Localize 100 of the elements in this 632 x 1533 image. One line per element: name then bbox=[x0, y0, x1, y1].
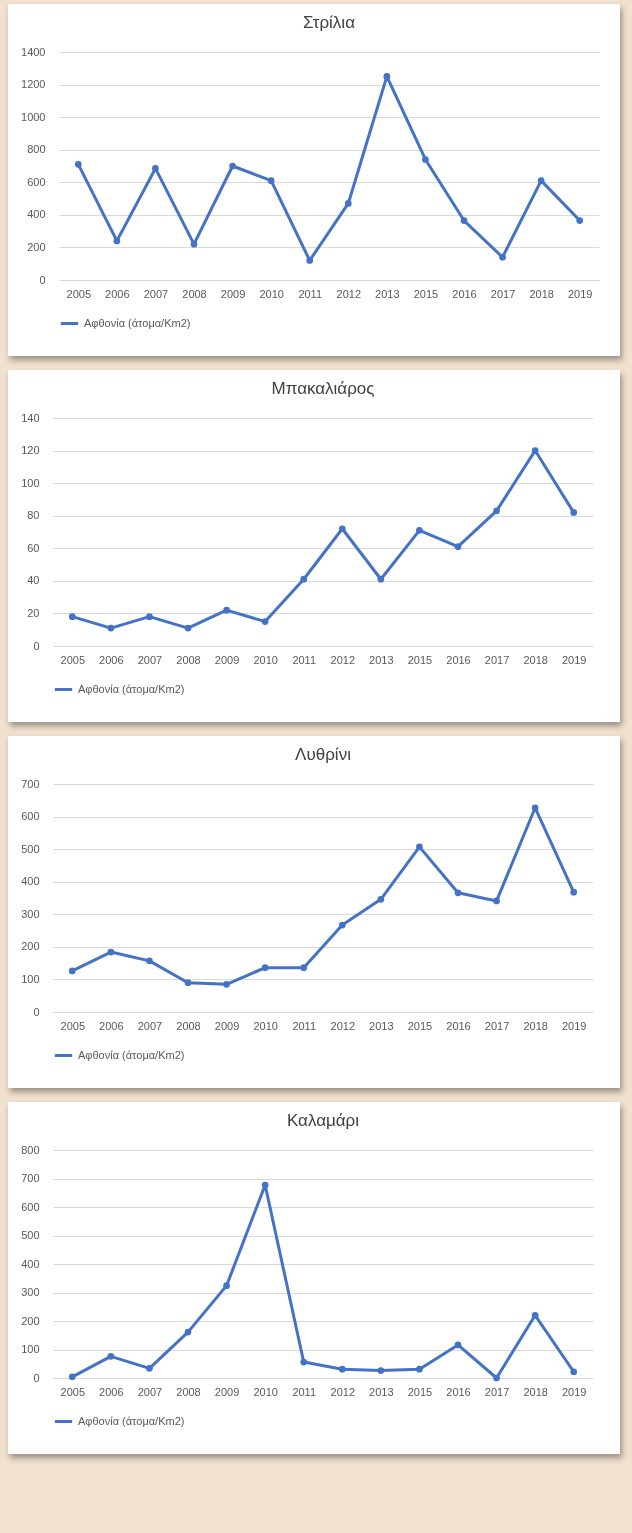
y-tick-label: 120 bbox=[21, 444, 40, 457]
x-tick-label: 2017 bbox=[484, 1019, 510, 1032]
point bbox=[531, 804, 539, 812]
y-tick-label: 0 bbox=[33, 1005, 40, 1018]
x-tick-label: 2013 bbox=[375, 287, 400, 300]
point bbox=[223, 606, 230, 614]
x-tick-label: 2010 bbox=[253, 1385, 278, 1398]
y-tick-label: 500 bbox=[21, 842, 40, 855]
point bbox=[460, 217, 468, 224]
x-tick-label: 2011 bbox=[292, 1385, 317, 1398]
x-tick-label: 2015 bbox=[407, 1019, 433, 1032]
x-tick-label: 2012 bbox=[330, 1019, 356, 1032]
x-tick-label: 2017 bbox=[484, 1385, 510, 1398]
point bbox=[537, 177, 545, 184]
x-tick-label: 2010 bbox=[253, 1019, 278, 1032]
point bbox=[184, 1328, 192, 1336]
point bbox=[416, 1365, 423, 1373]
point bbox=[113, 237, 121, 245]
y-tick-label: 20 bbox=[27, 606, 40, 619]
point bbox=[261, 964, 269, 972]
point bbox=[261, 1181, 269, 1189]
x-tick-label: 2018 bbox=[523, 1019, 548, 1032]
point bbox=[152, 165, 159, 172]
point bbox=[146, 613, 153, 621]
point bbox=[493, 507, 500, 515]
y-tick-label: 700 bbox=[21, 777, 40, 790]
point bbox=[267, 177, 275, 184]
x-tick-label: 2019 bbox=[561, 1019, 587, 1032]
x-tick-label: 2012 bbox=[330, 653, 356, 666]
x-tick-label: 2013 bbox=[369, 1385, 394, 1398]
y-tick-label: 1400 bbox=[21, 45, 46, 58]
point bbox=[223, 1282, 230, 1290]
chart-title: Στρίλια bbox=[303, 13, 356, 32]
x-tick-label: 2018 bbox=[523, 1385, 548, 1398]
x-tick-label: 2009 bbox=[220, 287, 246, 300]
point bbox=[570, 888, 578, 896]
point bbox=[416, 843, 423, 851]
y-tick-label: 40 bbox=[27, 574, 40, 587]
y-tick-label: 100 bbox=[21, 476, 40, 489]
point bbox=[570, 509, 578, 516]
x-tick-label: 2005 bbox=[60, 1385, 86, 1398]
point bbox=[306, 257, 314, 264]
x-tick-label: 2007 bbox=[137, 1019, 163, 1032]
point bbox=[422, 156, 429, 163]
x-tick-label: 2009 bbox=[214, 1385, 240, 1398]
chart-title: Καλαμάρι bbox=[286, 1111, 360, 1130]
point bbox=[338, 921, 346, 929]
y-tick-label: 400 bbox=[27, 208, 46, 221]
x-tick-label: 2006 bbox=[99, 1019, 124, 1032]
point bbox=[107, 948, 115, 956]
point bbox=[68, 613, 76, 621]
point bbox=[184, 979, 192, 987]
x-tick-label: 2006 bbox=[99, 653, 124, 666]
y-tick-label: 800 bbox=[27, 143, 46, 156]
x-tick-label: 2013 bbox=[369, 653, 394, 666]
x-tick-label: 2013 bbox=[369, 1019, 394, 1032]
x-tick-label: 2017 bbox=[484, 653, 510, 666]
chart-title: Μπακαλιάρος bbox=[271, 379, 375, 398]
legend-label: Αφθονία (άτομα/Km2) bbox=[78, 1414, 185, 1427]
point bbox=[300, 964, 308, 972]
point bbox=[261, 618, 269, 625]
x-tick-label: 2019 bbox=[561, 1385, 587, 1398]
x-tick-label: 2019 bbox=[567, 287, 593, 300]
x-tick-label: 2016 bbox=[446, 653, 471, 666]
point bbox=[377, 1367, 385, 1374]
y-tick-label: 200 bbox=[21, 1314, 40, 1327]
legend-label: Αφθονία (άτομα/Km2) bbox=[78, 1048, 185, 1061]
point bbox=[184, 624, 192, 632]
y-tick-label: 0 bbox=[33, 1371, 40, 1384]
x-tick-label: 2006 bbox=[99, 1385, 124, 1398]
x-tick-label: 2008 bbox=[176, 1019, 201, 1032]
point bbox=[146, 1364, 153, 1372]
x-tick-label: 2007 bbox=[143, 287, 169, 300]
x-tick-label: 2016 bbox=[446, 1019, 471, 1032]
x-tick-label: 2018 bbox=[523, 653, 548, 666]
x-tick-label: 2012 bbox=[336, 287, 362, 300]
x-tick-label: 2011 bbox=[292, 1019, 317, 1032]
y-tick-label: 700 bbox=[21, 1172, 40, 1184]
x-tick-label: 2008 bbox=[182, 287, 207, 300]
point bbox=[531, 447, 539, 454]
y-tick-label: 600 bbox=[21, 1200, 40, 1213]
point bbox=[107, 1352, 115, 1360]
x-tick-label: 2007 bbox=[137, 1385, 163, 1398]
x-tick-label: 2015 bbox=[407, 653, 433, 666]
point bbox=[454, 543, 462, 550]
y-tick-label: 1000 bbox=[21, 110, 46, 123]
y-tick-label: 200 bbox=[21, 940, 40, 953]
y-tick-label: 80 bbox=[27, 509, 40, 522]
y-tick-label: 800 bbox=[21, 1143, 40, 1156]
point bbox=[416, 527, 423, 534]
y-tick-label: 200 bbox=[27, 240, 46, 253]
x-tick-label: 2007 bbox=[137, 653, 163, 666]
x-tick-label: 2008 bbox=[176, 653, 201, 666]
legend-label: Αφθονία (άτομα/Km2) bbox=[78, 682, 185, 695]
x-tick-label: 2015 bbox=[413, 287, 439, 300]
y-tick-label: 0 bbox=[39, 273, 46, 286]
y-tick-label: 60 bbox=[27, 541, 40, 554]
point bbox=[377, 895, 385, 903]
point bbox=[223, 980, 230, 988]
x-tick-label: 2005 bbox=[66, 287, 92, 300]
